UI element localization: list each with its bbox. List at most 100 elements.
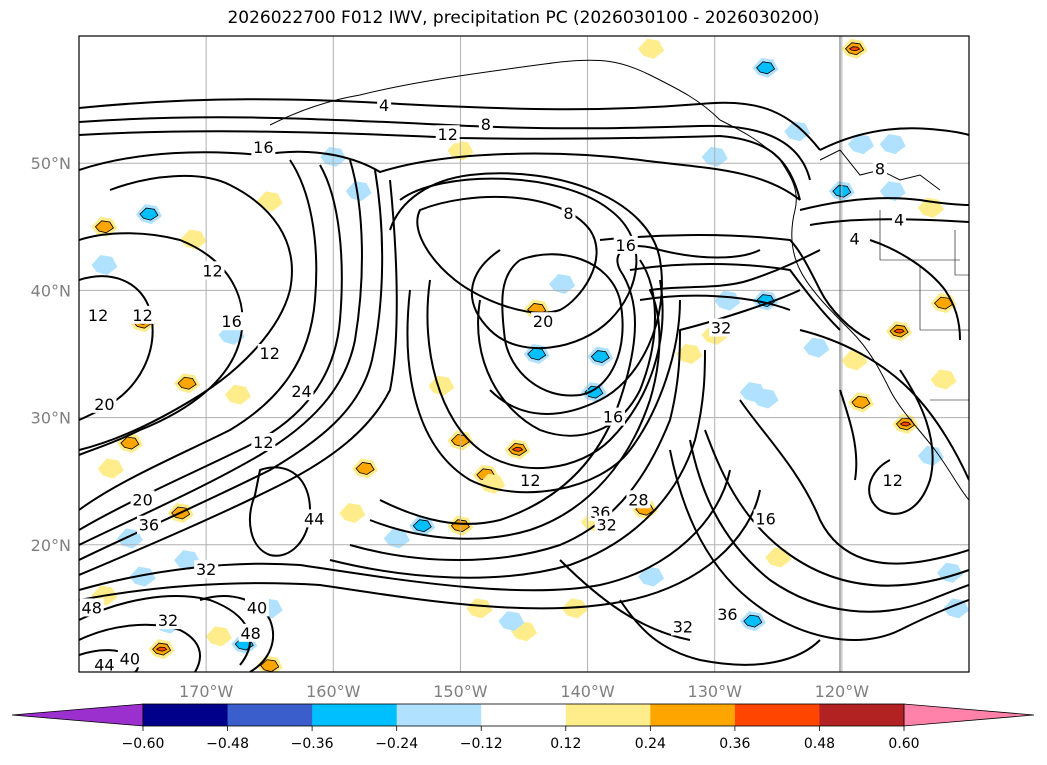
iwv-contour-label: 12 xyxy=(253,433,273,452)
colorbar-tick-label: −0.24 xyxy=(375,736,418,752)
iwv-contour xyxy=(79,116,811,181)
colorbar-segment xyxy=(396,704,482,726)
iwv-contour-label: 28 xyxy=(628,490,648,509)
positive-precip-patch xyxy=(511,446,524,452)
contour-label-bg xyxy=(601,407,625,426)
contour-label-bg xyxy=(79,598,104,617)
contour-label-bg xyxy=(880,471,905,490)
contour-label-bg xyxy=(117,649,142,668)
iwv-contour-label: 12 xyxy=(520,471,540,490)
iwv-contour xyxy=(426,279,664,470)
positive-precip-patch xyxy=(94,220,114,234)
contour-label-bg xyxy=(130,305,155,324)
iwv-contour-label: 8 xyxy=(481,115,491,134)
positive-precip-patch xyxy=(205,626,232,647)
negative-precip-patch xyxy=(498,611,525,632)
iwv-contour xyxy=(599,234,871,341)
iwv-contour-label: 12 xyxy=(260,344,280,363)
positive-precip-patch xyxy=(893,328,905,334)
iwv-contour xyxy=(79,159,363,546)
iwv-contour-label: 40 xyxy=(120,649,140,668)
colorbar-segment xyxy=(227,704,313,726)
iwv-contour-label: 24 xyxy=(291,382,311,401)
colorbar-segment xyxy=(565,704,651,726)
iwv-contour xyxy=(389,172,663,415)
iwv-contour xyxy=(639,294,791,311)
iwv-contour xyxy=(669,449,969,641)
colorbar-segment xyxy=(143,704,229,726)
contour-label-bg xyxy=(873,159,887,178)
iwv-contour-label: 12 xyxy=(202,261,222,280)
contour-label-bg xyxy=(156,611,180,630)
negative-precip-patch xyxy=(174,550,201,571)
colorbar-outline xyxy=(142,703,905,727)
lat-tick-label: 40°N xyxy=(31,281,71,300)
lon-tick-label: 150°W xyxy=(433,682,488,701)
positive-precip-patch xyxy=(224,384,251,405)
negative-precip-patch xyxy=(590,350,610,363)
contour-label-bg xyxy=(518,471,543,490)
positive-precip-patch xyxy=(851,395,871,409)
negative-precip-patch xyxy=(91,254,118,275)
negative-precip-patch xyxy=(549,274,576,295)
colorbar-tick-label: −0.60 xyxy=(122,736,165,752)
iwv-contour xyxy=(79,130,801,201)
iwv-contour xyxy=(739,399,969,565)
iwv-contour xyxy=(329,349,706,579)
contour-label-bg xyxy=(753,509,778,528)
iwv-contour xyxy=(79,232,244,456)
iwv-contour xyxy=(799,197,969,211)
lon-tick-label: 140°W xyxy=(560,682,615,701)
colorbar-tick-label: −0.48 xyxy=(206,736,249,752)
positive-precip-patch xyxy=(899,421,912,427)
iwv-contour-label: 20 xyxy=(94,395,114,414)
negative-precip-patch xyxy=(803,337,830,358)
iwv-contour-label: 44 xyxy=(94,656,114,675)
lon-tick-label: 120°W xyxy=(815,682,870,701)
iwv-contour-label: 12 xyxy=(132,306,152,325)
colorbar-segment xyxy=(312,704,398,726)
contour-label-bg xyxy=(626,490,651,509)
iwv-contour xyxy=(839,389,858,481)
contour-label-bg xyxy=(257,344,282,362)
positive-precip-patch xyxy=(177,376,197,390)
lon-tick-label: 130°W xyxy=(688,682,743,701)
longitude-labels: 170°W 160°W 150°W 140°W 130°W 120°W xyxy=(179,682,869,701)
iwv-contour-label: 12 xyxy=(438,125,458,144)
iwv-contour xyxy=(689,439,969,613)
iwv-contour-label: 16 xyxy=(755,509,775,528)
positive-precip-patch xyxy=(428,375,455,396)
negative-precip-patch xyxy=(756,61,776,75)
contour-label-bg xyxy=(531,312,556,331)
iwv-contour-label: 32 xyxy=(596,516,616,535)
iwv-contour xyxy=(559,559,691,641)
negative-precip-patch xyxy=(383,528,410,549)
contour-label-bg xyxy=(709,318,734,337)
iwv-contour-label: 4 xyxy=(379,96,389,115)
iwv-contour xyxy=(819,127,969,151)
iwv-contour-label: 44 xyxy=(304,509,324,528)
contour-label-bg xyxy=(377,95,392,114)
colorbar-segment xyxy=(734,704,820,726)
iwv-contour xyxy=(406,289,681,494)
iwv-contour xyxy=(79,179,398,576)
iwv-contour xyxy=(249,466,311,557)
contour-label-bg xyxy=(892,210,907,229)
lon-tick-label: 160°W xyxy=(306,682,361,701)
positive-precip-patch xyxy=(180,229,207,250)
iwv-contour xyxy=(79,174,293,451)
contour-label-bg xyxy=(238,623,263,642)
colorbar-tick-label: 0.24 xyxy=(635,736,666,752)
positive-precip-patch xyxy=(765,547,792,568)
contour-label-bg xyxy=(435,125,460,144)
contour-label-bg xyxy=(251,137,276,156)
contour-label-bg xyxy=(561,204,576,223)
colorbar-segment xyxy=(819,704,905,726)
map-title: 2026022700 F012 IWV, precipitation PC (2… xyxy=(227,8,820,28)
iwv-contour-label: 48 xyxy=(82,598,102,617)
colorbar-segment xyxy=(650,704,736,726)
iwv-contour-label: 12 xyxy=(883,471,903,490)
contour-label-bg xyxy=(200,261,225,280)
negative-precip-patch xyxy=(784,121,811,142)
